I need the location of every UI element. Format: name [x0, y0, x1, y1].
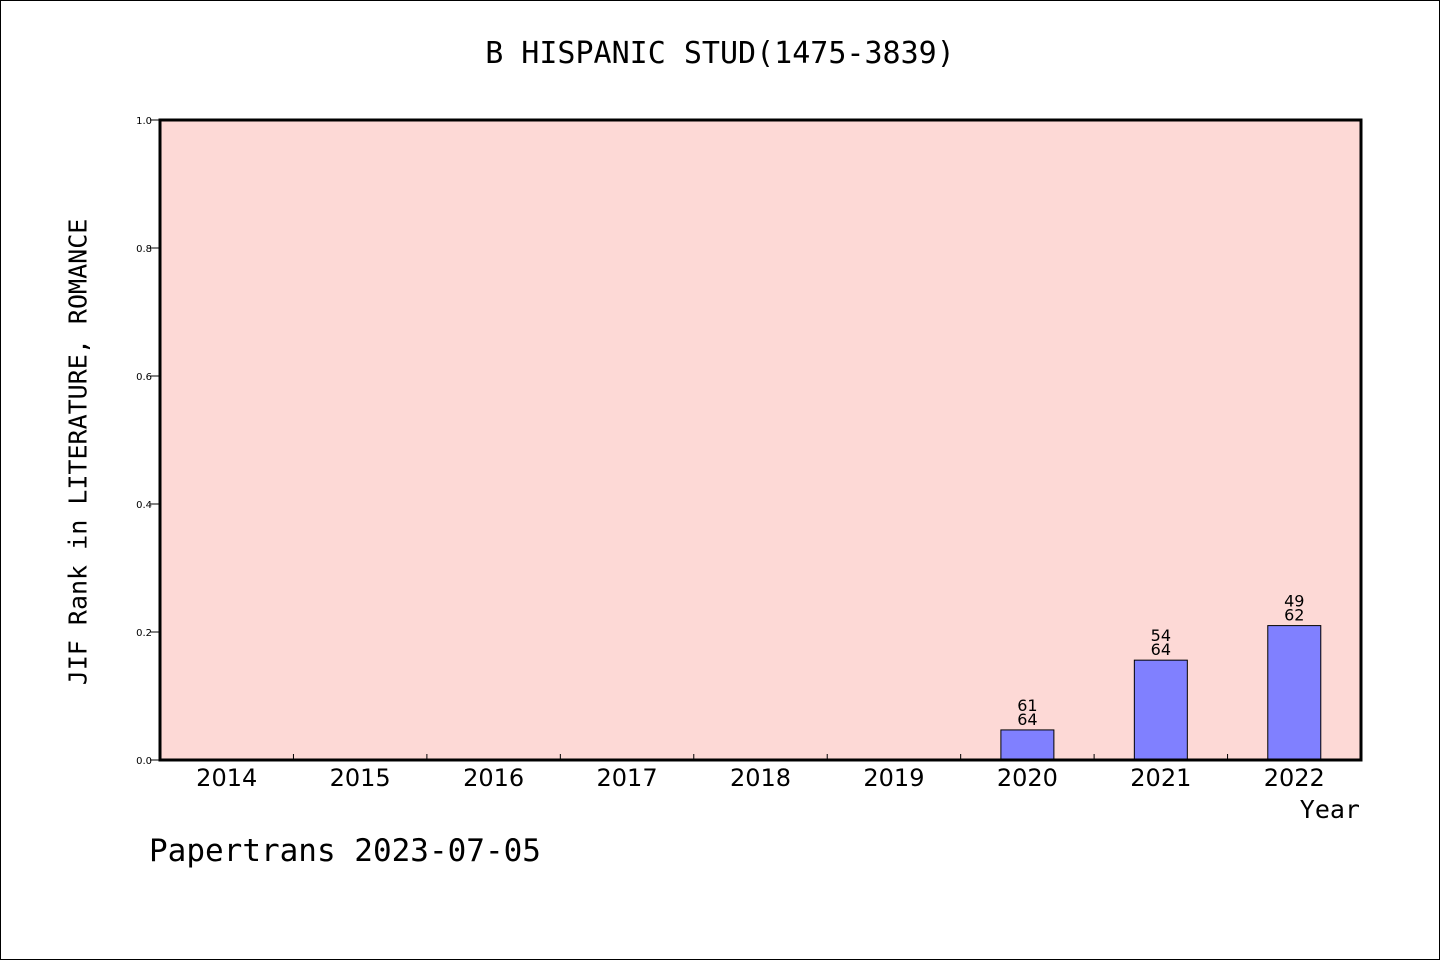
bar-2021	[1133, 659, 1188, 761]
x-tick-label-2022: 2022	[1264, 764, 1325, 792]
x-tick-label-2015: 2015	[330, 764, 391, 792]
x-axis-label: Year	[1299, 795, 1360, 824]
x-tick-label-2021: 2021	[1130, 764, 1191, 792]
x-tick-label-2019: 2019	[863, 764, 924, 792]
y-tick-label-2: 0.4	[136, 500, 152, 511]
plot-area	[160, 120, 1361, 760]
x-tick-label-2017: 2017	[597, 764, 658, 792]
x-tick-label-2016: 2016	[463, 764, 524, 792]
y-tick-label-4: 0.8	[136, 244, 152, 255]
plot-border	[158, 118, 1363, 762]
y-tick-label-3: 0.6	[136, 372, 152, 383]
bar-2020	[1000, 729, 1055, 761]
bar-2022	[1267, 625, 1322, 761]
y-tick-label-5: 1.0	[136, 116, 152, 127]
bar-label-rank-2022: 49	[1284, 592, 1304, 611]
bar-label-rank-2020: 61	[1017, 696, 1037, 715]
y-tick-label-1: 0.2	[136, 628, 152, 639]
x-tick-label-2018: 2018	[730, 764, 791, 792]
bar-label-total-2021: 64	[1151, 640, 1171, 659]
bar-label-rank-2021: 54	[1151, 626, 1171, 645]
x-tick-label-2020: 2020	[997, 764, 1058, 792]
bar-label-total-2022: 62	[1284, 606, 1304, 625]
x-tick-label-2014: 2014	[196, 764, 257, 792]
y-tick-label-0: 0.0	[136, 756, 152, 767]
chart-title: B HISPANIC STUD(1475-3839)	[485, 36, 955, 71]
footer-credit: Papertrans 2023-07-05	[149, 833, 541, 869]
bar-label-total-2020: 64	[1017, 710, 1037, 729]
